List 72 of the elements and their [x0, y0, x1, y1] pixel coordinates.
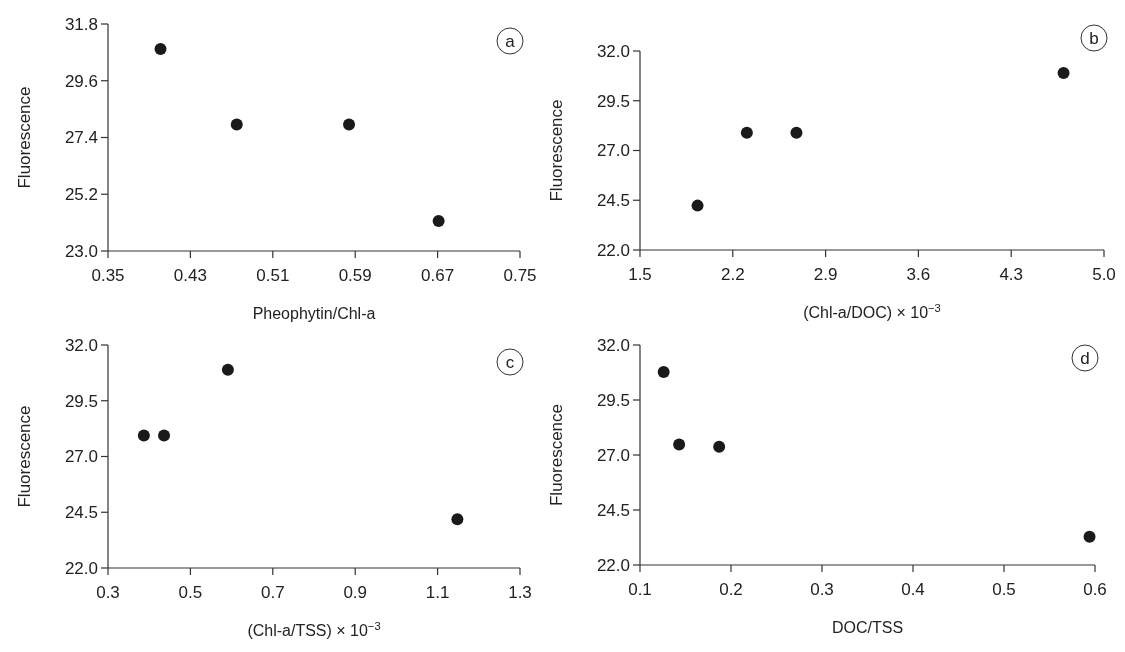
y-tick-label: 22.0	[596, 240, 630, 260]
x-tick-label: 0.1	[628, 580, 652, 599]
x-tick-label: 0.3	[810, 580, 834, 599]
x-tick-label: 5.0	[1092, 265, 1116, 284]
x-tick-label: 0.4	[901, 580, 925, 599]
y-tick-label: 29.5	[596, 390, 630, 410]
y-tick-label: 23.0	[64, 241, 98, 261]
y-tick-label: 29.5	[596, 91, 630, 111]
x-tick-label: 0.3	[96, 583, 120, 602]
x-axis-title: (Chl-a/TSS) × 10$^{−3}$	[247, 620, 381, 639]
point	[713, 440, 726, 453]
x-tick-label: 0.43	[173, 266, 207, 285]
y-tick-label: 32.0	[596, 41, 630, 61]
y-tick-label: 27.0	[64, 447, 98, 467]
point	[790, 126, 803, 139]
y-tick-label: 29.6	[64, 71, 98, 91]
x-tick-label: 0.51	[256, 266, 290, 285]
point	[691, 199, 704, 212]
point	[137, 429, 150, 442]
y-tick-label: 22.0	[596, 555, 630, 575]
y-tick-label: 32.0	[596, 335, 630, 355]
annotation: c	[505, 352, 515, 372]
point	[158, 429, 171, 442]
x-tick-label: 3.6	[906, 265, 931, 284]
point	[154, 43, 167, 56]
x-tick-label: 0.2	[719, 580, 743, 599]
point	[221, 363, 234, 376]
x-tick-label: 0.59	[338, 266, 372, 285]
x-tick-label: 0.5	[178, 583, 203, 602]
point	[451, 513, 464, 526]
point	[1083, 530, 1096, 543]
x-tick-label: 0.5	[992, 580, 1016, 599]
y-tick-label: 24.5	[596, 191, 630, 211]
point	[657, 366, 670, 379]
y-tick-label: 27.0	[596, 445, 630, 465]
x-tick-label: 4.3	[999, 265, 1024, 284]
x-tick-label: 2.9	[813, 265, 838, 284]
text: b	[1089, 28, 1099, 48]
y-tick-label: 29.5	[64, 391, 98, 411]
y-tick-label: 24.5	[596, 500, 630, 520]
y-tick-label: 24.5	[64, 503, 98, 523]
x-axis-title: DOC/TSS	[831, 619, 904, 636]
annotation: a	[505, 31, 516, 51]
point	[432, 215, 445, 228]
y-axis-title: Fluorescence	[547, 99, 566, 202]
x-tick-label: 0.35	[91, 266, 125, 285]
y-tick-label: 27.0	[596, 141, 630, 161]
y-tick-label: 31.8	[64, 14, 98, 34]
y-tick-label: 25.2	[64, 185, 98, 205]
x-tick-label: 0.67	[421, 266, 455, 285]
point	[1057, 66, 1070, 79]
point	[230, 118, 243, 131]
y-axis-title: Fluorescence	[547, 403, 566, 507]
y-axis-title: Fluorescence	[15, 405, 34, 508]
x-tick-label: 0.75	[503, 266, 537, 285]
x-tick-label: 0.7	[260, 583, 285, 602]
x-tick-label: 1.3	[508, 583, 532, 602]
annotation: d	[1080, 348, 1090, 368]
y-axis-title: Fluorescence	[15, 86, 34, 189]
y-tick-label: 32.0	[64, 335, 98, 355]
point	[343, 118, 356, 131]
y-tick-label: 22.0	[64, 558, 98, 578]
x-tick-label: 1.5	[628, 265, 652, 284]
y-tick-label: 27.4	[64, 128, 98, 148]
x-tick-label: 1.1	[425, 583, 450, 602]
x-tick-label: 0.6	[1083, 580, 1107, 599]
x-axis-title: (Chl-a/DOC) × 10$^{−3}$	[803, 302, 941, 321]
x-axis-title: Pheophytin/Chl-a	[252, 305, 376, 322]
point	[740, 126, 753, 139]
point	[673, 438, 686, 451]
x-tick-label: 0.9	[343, 583, 368, 602]
x-tick-label: 2.2	[720, 265, 745, 284]
